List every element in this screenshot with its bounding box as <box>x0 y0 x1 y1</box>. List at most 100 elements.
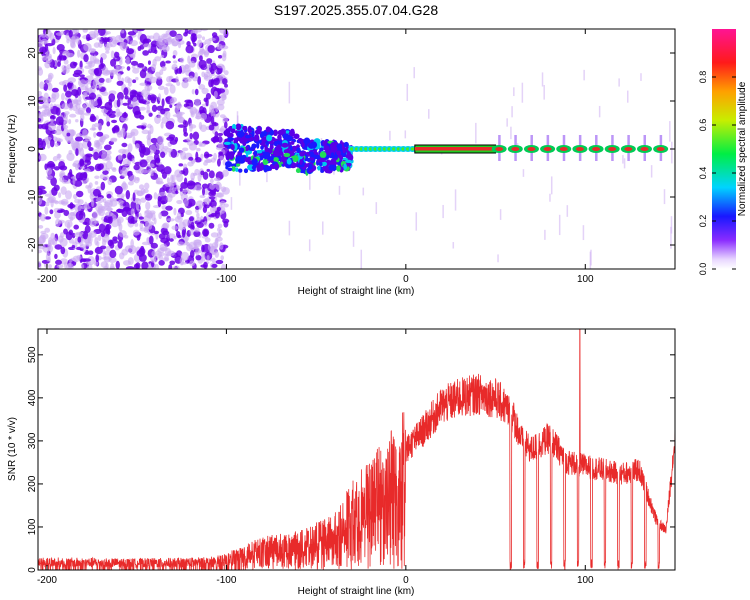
noise-speckle <box>162 230 170 236</box>
streak-mark <box>670 226 672 249</box>
colorbar-tick-label: 0.2 <box>698 215 708 228</box>
signal-cluster <box>277 134 282 141</box>
noise-speckle <box>94 220 100 224</box>
noise-speckle <box>211 263 218 268</box>
noise-speckle <box>206 255 210 261</box>
signal-cluster <box>322 140 328 146</box>
noise-speckle <box>165 148 173 153</box>
noise-speckle <box>150 43 157 54</box>
noise-speckle <box>60 92 65 101</box>
noise-speckle <box>88 231 97 238</box>
streak-mark <box>338 185 341 195</box>
noise-speckle <box>157 198 162 208</box>
carrier-burst-core <box>410 147 415 151</box>
signal-cluster <box>296 147 301 154</box>
noise-speckle <box>109 266 116 269</box>
noise-speckle <box>155 157 161 164</box>
streak-mark <box>266 164 268 183</box>
noise-speckle <box>116 208 122 213</box>
noise-speckle <box>184 78 192 83</box>
noise-speckle <box>59 176 65 183</box>
noise-speckle <box>108 113 116 118</box>
snr-xtick-label: 0 <box>403 575 409 586</box>
snr-ytick-label: 300 <box>27 432 38 449</box>
streak-mark <box>669 121 671 142</box>
noise-speckle <box>100 231 106 238</box>
noise-speckle <box>143 38 152 43</box>
signal-cluster <box>252 161 257 168</box>
signal-cluster <box>292 145 297 150</box>
streak-mark <box>389 130 391 141</box>
noise-speckle <box>182 166 189 176</box>
noise-speckle <box>41 38 48 45</box>
carrier-segment-core <box>575 147 584 151</box>
carrier-core <box>414 147 496 151</box>
signal-cluster <box>225 152 231 160</box>
noise-speckle <box>124 95 129 100</box>
spectrogram-xlabel: Height of straight line (km) <box>298 286 415 297</box>
noise-speckle <box>147 168 154 174</box>
noise-speckle <box>84 217 91 226</box>
noise-speckle <box>160 121 164 129</box>
noise-speckle <box>89 127 97 131</box>
signal-cluster <box>247 164 255 171</box>
noise-speckle <box>169 84 176 94</box>
noise-speckle <box>106 206 112 213</box>
noise-speckle <box>216 88 226 94</box>
noise-speckle <box>97 96 102 105</box>
noise-speckle <box>167 250 175 257</box>
noise-speckle <box>117 240 123 249</box>
noise-speckle <box>204 237 211 243</box>
streak-mark <box>360 249 363 269</box>
carrier-segment-core <box>543 147 552 151</box>
noise-speckle <box>124 245 134 253</box>
spectrogram-xtick-label: 100 <box>577 274 594 285</box>
spectrogram-ytick-label: 0 <box>27 146 38 152</box>
noise-speckle <box>183 132 189 137</box>
noise-speckle <box>93 58 100 63</box>
signal-cluster <box>240 129 244 136</box>
signal-cluster <box>273 140 279 147</box>
noise-speckle <box>113 198 118 202</box>
noise-speckle <box>154 250 162 259</box>
noise-speckle <box>90 198 95 208</box>
noise-speckle <box>86 87 93 94</box>
noise-speckle <box>169 104 173 108</box>
noise-speckle <box>214 250 220 258</box>
noise-speckle <box>186 180 196 190</box>
noise-speckle <box>132 79 137 84</box>
noise-speckle <box>131 90 138 95</box>
carrier-segment-core <box>495 147 504 151</box>
noise-speckle <box>196 147 201 152</box>
noise-speckle <box>216 206 222 212</box>
streak-mark <box>558 214 561 236</box>
noise-speckle <box>96 208 104 214</box>
noise-speckle <box>125 189 131 200</box>
noise-speckle <box>149 125 154 135</box>
noise-speckle <box>139 159 148 168</box>
noise-speckle <box>162 222 170 229</box>
signal-cluster <box>244 134 251 139</box>
noise-speckle <box>74 99 82 106</box>
noise-speckle <box>38 111 47 117</box>
noise-speckle <box>117 72 122 81</box>
signal-cluster <box>308 163 313 170</box>
noise-speckle <box>196 34 203 39</box>
noise-speckle <box>121 166 128 175</box>
streak-mark <box>671 141 673 164</box>
noise-speckle <box>146 266 153 269</box>
signal-cluster <box>343 141 349 148</box>
noise-speckle <box>92 79 98 87</box>
noise-speckle <box>189 250 195 258</box>
streak-mark <box>239 169 241 186</box>
streak-mark <box>308 239 311 252</box>
signal-cluster <box>225 160 232 168</box>
noise-speckle <box>199 55 203 62</box>
noise-speckle <box>206 168 211 172</box>
signal-cluster <box>272 129 279 137</box>
noise-speckle <box>56 264 64 269</box>
noise-speckle <box>59 258 68 265</box>
noise-speckle <box>87 60 96 68</box>
noise-speckle <box>169 97 175 106</box>
